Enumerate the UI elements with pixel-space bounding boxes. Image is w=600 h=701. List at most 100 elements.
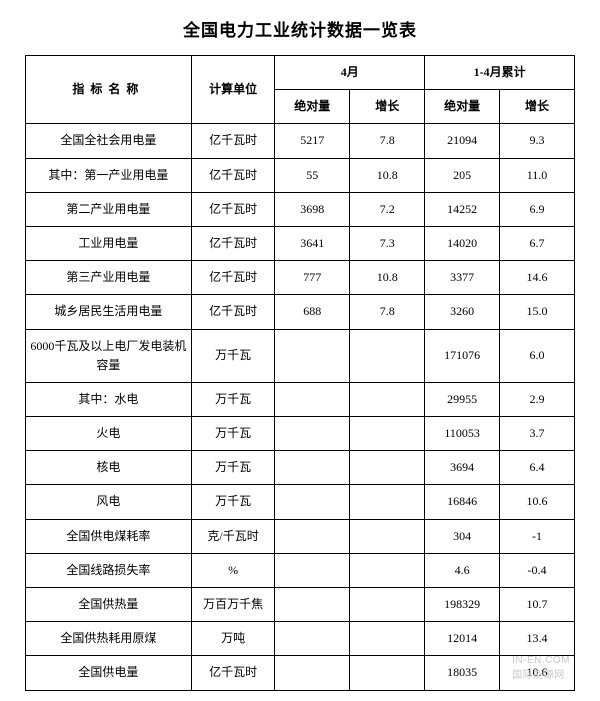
table-row: 其中：第一产业用电量亿千瓦时5510.820511.0 [26,158,575,192]
table-row: 城乡居民生活用电量亿千瓦时6887.8326015.0 [26,295,575,329]
cell-apr_growth [350,417,425,451]
cell-cum_abs: 18035 [425,656,500,690]
cell-unit: 亿千瓦时 [191,656,274,690]
cell-unit: % [191,553,274,587]
cell-unit: 亿千瓦时 [191,192,274,226]
col-apr-abs: 绝对量 [275,90,350,124]
cell-apr_growth [350,485,425,519]
cell-cum_growth: 14.6 [500,261,575,295]
cell-unit: 万吨 [191,622,274,656]
table-row: 其中：水电万千瓦299552.9 [26,382,575,416]
cell-name: 全国供电量 [26,656,192,690]
table-row: 风电万千瓦 1684610.6 [26,485,575,519]
cell-cum_abs: 110053 [425,417,500,451]
cell-cum_growth: 6.4 [500,451,575,485]
cell-apr_growth [350,656,425,690]
table-row: 全国供电煤耗率克/千瓦时304-1 [26,519,575,553]
table-row: 工业用电量亿千瓦时36417.3140206.7 [26,226,575,260]
cell-apr_growth: 7.8 [350,124,425,158]
col-cumulative: 1-4月累计 [425,56,575,90]
page-title: 全国电力工业统计数据一览表 [25,16,575,41]
cell-name: 风电 [26,485,192,519]
cell-name: 核电 [26,451,192,485]
cell-cum_growth: 13.4 [500,622,575,656]
cell-cum_abs: 12014 [425,622,500,656]
table-row: 全国供热量万百万千焦 19832910.7 [26,588,575,622]
cell-apr_growth: 7.2 [350,192,425,226]
table-body: 全国全社会用电量亿千瓦时52177.8210949.3其中：第一产业用电量亿千瓦… [26,124,575,690]
cell-cum_growth: 10.6 [500,485,575,519]
cell-unit: 亿千瓦时 [191,226,274,260]
cell-apr_growth: 7.8 [350,295,425,329]
cell-cum_abs: 4.6 [425,553,500,587]
cell-apr_abs [275,382,350,416]
cell-apr_abs: 5217 [275,124,350,158]
cell-name: 第二产业用电量 [26,192,192,226]
col-cum-growth: 增长 [500,90,575,124]
cell-name: 城乡居民生活用电量 [26,295,192,329]
cell-unit: 亿千瓦时 [191,295,274,329]
table-head: 指标名称 计算单位 4月 1-4月累计 绝对量 增长 绝对量 增长 [26,56,575,124]
cell-cum_growth: -1 [500,519,575,553]
table-row: 第三产业用电量亿千瓦时77710.8337714.6 [26,261,575,295]
cell-apr_abs [275,451,350,485]
cell-unit: 万千瓦 [191,329,274,382]
cell-name: 6000千瓦及以上电厂发电装机容量 [26,329,192,382]
cell-apr_abs [275,553,350,587]
cell-cum_abs: 29955 [425,382,500,416]
cell-cum_abs: 198329 [425,588,500,622]
cell-apr_abs [275,417,350,451]
col-apr-growth: 增长 [350,90,425,124]
cell-cum_abs: 3260 [425,295,500,329]
cell-apr_abs [275,588,350,622]
cell-cum_growth: 6.9 [500,192,575,226]
cell-apr_abs: 3698 [275,192,350,226]
cell-apr_growth: 10.8 [350,261,425,295]
cell-apr_growth: 7.3 [350,226,425,260]
cell-apr_growth [350,451,425,485]
cell-name: 全国供热量 [26,588,192,622]
cell-cum_abs: 14252 [425,192,500,226]
cell-cum_abs: 21094 [425,124,500,158]
col-indicator: 指标名称 [26,56,192,124]
cell-unit: 克/千瓦时 [191,519,274,553]
cell-cum_abs: 16846 [425,485,500,519]
table-row: 第二产业用电量亿千瓦时36987.2142526.9 [26,192,575,226]
cell-apr_growth [350,622,425,656]
cell-unit: 万千瓦 [191,485,274,519]
cell-cum_growth: 10.6 [500,656,575,690]
cell-unit: 万千瓦 [191,382,274,416]
table-row: 火电万千瓦 1100533.7 [26,417,575,451]
cell-apr_growth [350,382,425,416]
table-row: 全国供热耗用原煤万吨 1201413.4 [26,622,575,656]
cell-apr_abs [275,329,350,382]
cell-unit: 万千瓦 [191,417,274,451]
cell-apr_growth [350,519,425,553]
table-row: 全国全社会用电量亿千瓦时52177.8210949.3 [26,124,575,158]
cell-apr_abs [275,656,350,690]
cell-unit: 万百万千焦 [191,588,274,622]
cell-name: 全国全社会用电量 [26,124,192,158]
cell-apr_abs [275,485,350,519]
cell-name: 全国供热耗用原煤 [26,622,192,656]
cell-cum_growth: 10.7 [500,588,575,622]
cell-unit: 亿千瓦时 [191,261,274,295]
table-row: 核电万千瓦36946.4 [26,451,575,485]
cell-name: 其中：第一产业用电量 [26,158,192,192]
cell-cum_growth: 6.7 [500,226,575,260]
cell-cum_abs: 14020 [425,226,500,260]
cell-name: 全国线路损失率 [26,553,192,587]
cell-unit: 亿千瓦时 [191,124,274,158]
col-april: 4月 [275,56,425,90]
cell-apr_abs [275,622,350,656]
table-row: 全国线路损失率%4.6-0.4 [26,553,575,587]
cell-cum_growth: 9.3 [500,124,575,158]
cell-cum_growth: 6.0 [500,329,575,382]
cell-cum_abs: 205 [425,158,500,192]
cell-apr_abs [275,519,350,553]
cell-apr_abs: 777 [275,261,350,295]
cell-apr_abs: 55 [275,158,350,192]
cell-cum_growth: 3.7 [500,417,575,451]
cell-name: 火电 [26,417,192,451]
cell-apr_growth [350,329,425,382]
